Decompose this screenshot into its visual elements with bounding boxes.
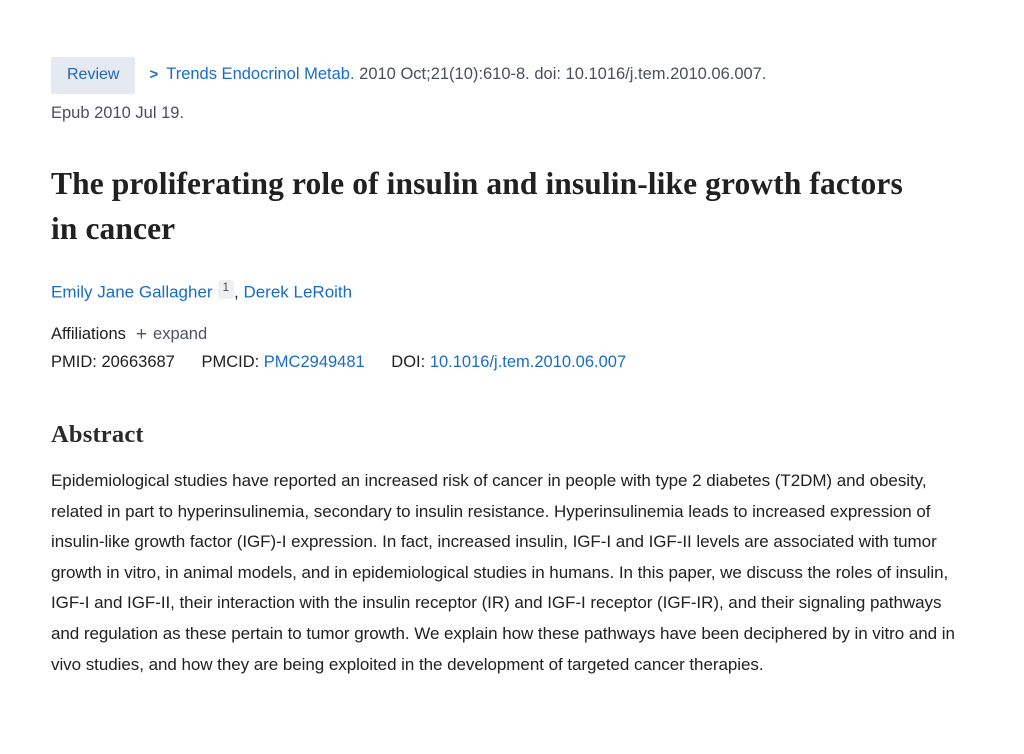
doi-group: DOI: 10.1016/j.tem.2010.06.007 [391, 353, 626, 371]
expand-affiliations-button[interactable]: + expand [135, 324, 208, 346]
affiliation-superscript[interactable]: 1 [217, 280, 234, 299]
citation-text: 2010 Oct;21(10):610-8. doi: 10.1016/j.te… [359, 65, 767, 83]
affiliations-row: Affiliations + expand [51, 324, 969, 346]
pmcid-group: PMCID: PMC2949481 [201, 353, 364, 371]
journal-link[interactable]: Trends Endocrinol Metab. [166, 65, 355, 83]
abstract-text: Epidemiological studies have reported an… [51, 471, 955, 674]
pmid-label: PMID: [51, 353, 97, 372]
plus-icon: + [135, 324, 148, 346]
doi-label: DOI: [391, 353, 426, 372]
abstract-heading: Abstract [51, 421, 144, 449]
chevron-right-icon: > [149, 66, 159, 83]
epub-date: Epub 2010 Jul 19. [51, 104, 185, 123]
affiliations-label: Affiliations [51, 325, 126, 344]
expand-label: expand [153, 325, 208, 344]
citation-header: Review > Trends Endocrinol Metab. 2010 Oct… [51, 57, 969, 130]
pmid-group: PMID: 20663687 [51, 353, 175, 371]
author-link-gallagher[interactable]: Emily Jane Gallagher [51, 283, 213, 303]
doi-link[interactable]: 10.1016/j.tem.2010.06.007 [429, 353, 627, 372]
author-link-leroith[interactable]: Derek LeRoith [243, 283, 353, 303]
identifiers-row: PMID: 20663687 PMCID: PMC2949481 DOI: 10… [51, 353, 969, 372]
pmid-value: 20663687 [101, 353, 175, 372]
publication-type-badge[interactable]: Review [51, 57, 136, 95]
pmcid-label: PMCID: [201, 353, 260, 372]
pmcid-link[interactable]: PMC2949481 [263, 353, 365, 372]
page-title: The proliferating role of insulin and in… [51, 165, 903, 247]
author-separator: , [233, 283, 244, 303]
authors-list: Emily Jane Gallagher 1, Derek LeRoith [51, 280, 969, 303]
